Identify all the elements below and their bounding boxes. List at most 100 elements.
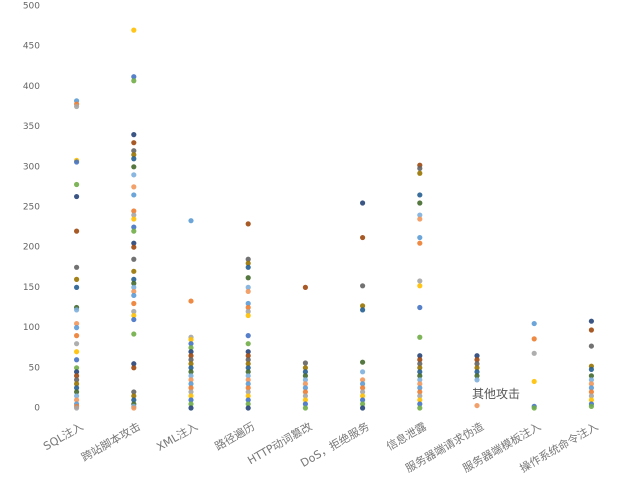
dot bbox=[131, 268, 137, 274]
dot bbox=[131, 156, 137, 162]
x-tick-label: 跨站脚本攻击 bbox=[79, 419, 143, 464]
dot bbox=[74, 159, 80, 165]
dot bbox=[417, 393, 423, 399]
dot bbox=[74, 276, 80, 282]
dot bbox=[74, 377, 80, 383]
dot bbox=[417, 240, 423, 246]
dot bbox=[417, 165, 423, 172]
dot bbox=[245, 361, 251, 367]
y-tick-label: 100 bbox=[23, 323, 40, 333]
dot bbox=[188, 345, 194, 351]
dot bbox=[417, 405, 423, 411]
dot bbox=[360, 307, 366, 313]
x-tick-label: SQL注入 bbox=[41, 419, 86, 453]
dot bbox=[74, 365, 80, 371]
dot bbox=[74, 405, 80, 411]
dot bbox=[245, 260, 251, 266]
dot bbox=[474, 361, 480, 367]
dot bbox=[74, 284, 80, 290]
dot bbox=[417, 361, 423, 367]
dot bbox=[131, 284, 137, 290]
dot bbox=[131, 212, 137, 218]
y-tick-label: 250 bbox=[23, 203, 40, 213]
dot bbox=[245, 389, 251, 395]
dot bbox=[74, 393, 80, 399]
dot bbox=[417, 304, 423, 311]
y-tick-label: 450 bbox=[23, 42, 40, 52]
dot bbox=[531, 378, 537, 385]
dot bbox=[360, 359, 366, 365]
dot bbox=[588, 397, 595, 403]
dot bbox=[245, 264, 251, 270]
dot bbox=[302, 373, 308, 379]
dot bbox=[474, 357, 480, 363]
dot bbox=[188, 373, 194, 379]
dot bbox=[188, 393, 194, 399]
dot bbox=[417, 389, 423, 395]
dot bbox=[74, 228, 80, 234]
dot bbox=[302, 401, 308, 407]
dot bbox=[74, 264, 80, 270]
dot bbox=[245, 393, 251, 399]
dot bbox=[188, 377, 194, 383]
dot bbox=[131, 208, 137, 214]
dot bbox=[474, 353, 480, 359]
dot bbox=[245, 405, 251, 411]
dot bbox=[131, 292, 137, 299]
dot bbox=[588, 318, 595, 324]
dot bbox=[531, 336, 537, 342]
dot bbox=[360, 283, 366, 289]
dot bbox=[360, 303, 366, 309]
dot bbox=[360, 389, 366, 395]
dot bbox=[302, 365, 308, 371]
dot bbox=[131, 397, 137, 403]
dot bbox=[188, 397, 194, 403]
dot bbox=[74, 103, 80, 110]
dot bbox=[474, 377, 480, 383]
dot bbox=[131, 132, 137, 138]
dot bbox=[245, 288, 251, 295]
dot bbox=[360, 234, 366, 241]
dot bbox=[360, 405, 366, 411]
dot bbox=[302, 284, 308, 290]
dot bbox=[588, 393, 595, 399]
dot bbox=[417, 401, 423, 407]
dot bbox=[302, 360, 308, 366]
dot bbox=[131, 365, 137, 371]
y-tick-label: 0 bbox=[34, 404, 40, 414]
dot bbox=[588, 377, 595, 383]
dot bbox=[360, 381, 366, 387]
dot bbox=[74, 369, 80, 375]
y-tick-label: 300 bbox=[23, 162, 40, 172]
dot bbox=[74, 381, 80, 387]
dot bbox=[131, 224, 137, 230]
x-tick-label: 信息泄露 bbox=[384, 419, 429, 453]
dot bbox=[131, 331, 137, 337]
dot bbox=[131, 300, 137, 307]
dot bbox=[302, 389, 308, 395]
dot bbox=[245, 221, 251, 227]
dot bbox=[474, 373, 480, 379]
dot bbox=[417, 385, 423, 391]
dot bbox=[417, 397, 423, 403]
dot bbox=[245, 349, 251, 355]
dot bbox=[245, 304, 251, 311]
dot bbox=[131, 228, 137, 234]
dot bbox=[131, 280, 137, 286]
dot bbox=[74, 325, 80, 331]
dot bbox=[417, 373, 423, 379]
dot bbox=[188, 349, 194, 355]
dot bbox=[417, 192, 423, 198]
x-tick-label: XML注入 bbox=[154, 419, 200, 454]
dot bbox=[74, 193, 80, 200]
dot bbox=[245, 275, 251, 281]
dot bbox=[474, 402, 480, 409]
dot bbox=[588, 389, 595, 395]
dot bbox=[302, 369, 308, 375]
dot bbox=[131, 393, 137, 399]
dot bbox=[245, 401, 251, 407]
dot bbox=[188, 401, 194, 407]
dot bbox=[74, 307, 80, 313]
dot bbox=[131, 288, 137, 295]
dot bbox=[588, 373, 595, 379]
